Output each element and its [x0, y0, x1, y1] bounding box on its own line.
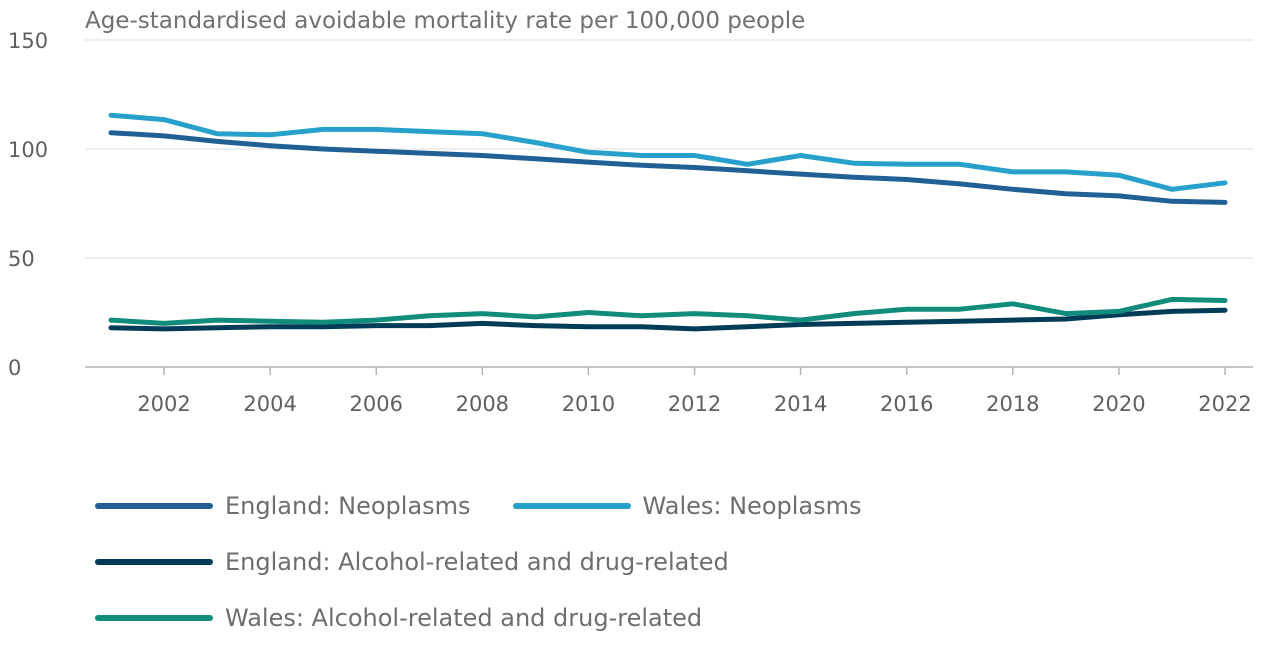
legend-swatch-wales-alcohol-drug	[95, 615, 213, 621]
legend-item-england-alcohol-drug: England: Alcohol-related and drug-relate…	[95, 548, 729, 576]
legend-label-wales-alcohol-drug: Wales: Alcohol-related and drug-related	[225, 604, 703, 632]
x-tick-label-2008: 2008	[456, 392, 509, 416]
y-tick-labels: 0 50 100 150	[8, 29, 48, 380]
gridlines	[85, 39, 1253, 259]
legend-item-wales-alcohol-drug: Wales: Alcohol-related and drug-related	[95, 604, 702, 632]
legend-label-england-neoplasms: England: Neoplasms	[225, 492, 471, 520]
x-tick-label-2002: 2002	[137, 392, 190, 416]
y-tick-label-100: 100	[8, 138, 48, 162]
series-line-wales-neoplasms	[108, 112, 1228, 192]
series-line-england-alcohol-related-and-drug-related	[108, 307, 1228, 332]
legend-item-england-neoplasms: England: Neoplasms	[95, 492, 471, 520]
x-axis: 2002 2004 2006 2008 2010 2012 2014 2016 2018 2020…	[85, 366, 1253, 416]
series-lines	[108, 112, 1228, 332]
series-line-england-neoplasms	[108, 130, 1228, 205]
x-tick-label-2018: 2018	[986, 392, 1039, 416]
legend-swatch-england-neoplasms	[95, 503, 213, 509]
legend-row: England: Neoplasms Wales: Neoplasms	[95, 478, 904, 534]
legend-swatch-wales-neoplasms	[512, 503, 631, 509]
legend-label-england-alcohol-drug: England: Alcohol-related and drug-relate…	[225, 548, 729, 576]
x-tick-label-2020: 2020	[1092, 392, 1145, 416]
legend-row: England: Alcohol-related and drug-relate…	[95, 534, 904, 590]
legend-label-wales-neoplasms: Wales: Neoplasms	[642, 492, 862, 520]
x-tick-label-2006: 2006	[350, 392, 403, 416]
line-chart: Age-standardised avoidable mortality rat…	[8, 8, 1253, 416]
y-tick-label-0: 0	[8, 356, 21, 380]
y-axis-label: Age-standardised avoidable mortality rat…	[85, 8, 805, 34]
x-tick-label-2016: 2016	[880, 392, 933, 416]
x-tick-label-2014: 2014	[774, 392, 827, 416]
legend-item-wales-neoplasms: Wales: Neoplasms	[512, 492, 862, 520]
x-tick-label-2004: 2004	[243, 392, 296, 416]
x-tick-label-2022: 2022	[1198, 392, 1251, 416]
legend-row: Wales: Alcohol-related and drug-related	[95, 590, 904, 646]
series-line-wales-alcohol-related-and-drug-related	[108, 296, 1228, 326]
x-tick-label-2012: 2012	[668, 392, 721, 416]
y-tick-label-50: 50	[8, 247, 35, 271]
y-tick-label-150: 150	[8, 29, 48, 53]
legend-swatch-england-alcohol-drug	[95, 559, 213, 565]
x-tick-label-2010: 2010	[562, 392, 615, 416]
legend: England: Neoplasms Wales: Neoplasms Engl…	[95, 478, 904, 646]
